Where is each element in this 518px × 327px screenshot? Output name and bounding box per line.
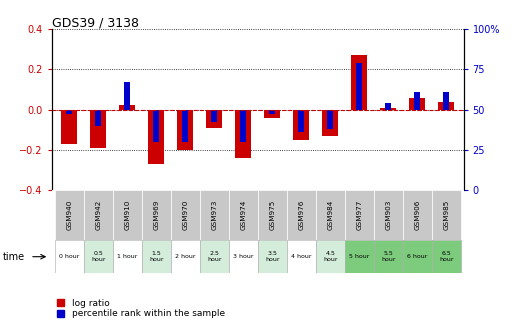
Bar	[229, 240, 258, 273]
Text: GSM910: GSM910	[124, 200, 130, 230]
Bar	[95, 110, 101, 126]
Text: GSM942: GSM942	[95, 200, 101, 230]
Text: 5.5
hour: 5.5 hour	[381, 251, 395, 262]
Text: 2 hour: 2 hour	[175, 254, 195, 259]
Text: 6.5
hour: 6.5 hour	[439, 251, 453, 262]
Bar	[286, 240, 315, 273]
Bar	[409, 97, 425, 110]
Bar	[55, 190, 84, 240]
Bar	[293, 110, 309, 140]
Bar	[119, 105, 135, 110]
Bar	[55, 240, 84, 273]
Bar	[385, 103, 391, 110]
Bar	[269, 110, 275, 114]
Bar	[61, 110, 77, 144]
Text: GSM970: GSM970	[182, 200, 188, 230]
Bar	[229, 190, 258, 240]
Bar	[171, 190, 200, 240]
Text: GSM940: GSM940	[66, 200, 72, 230]
Text: GSM974: GSM974	[240, 200, 246, 230]
Text: GSM976: GSM976	[298, 200, 304, 230]
Bar	[344, 190, 373, 240]
Bar	[171, 240, 200, 273]
Bar	[344, 240, 373, 273]
Text: time: time	[3, 252, 25, 262]
Bar	[240, 110, 246, 142]
Bar	[206, 110, 222, 128]
Text: 4 hour: 4 hour	[291, 254, 311, 259]
Text: GSM973: GSM973	[211, 200, 217, 230]
Bar	[66, 110, 72, 114]
Text: GSM975: GSM975	[269, 200, 275, 230]
Bar	[402, 240, 431, 273]
Bar	[414, 92, 420, 110]
Bar	[315, 240, 344, 273]
Bar	[258, 240, 286, 273]
Bar	[153, 110, 159, 142]
Bar	[258, 190, 286, 240]
Text: 0 hour: 0 hour	[59, 254, 79, 259]
Bar	[142, 240, 171, 273]
Text: 0.5
hour: 0.5 hour	[91, 251, 106, 262]
Bar	[200, 240, 229, 273]
Bar	[113, 240, 142, 273]
Text: 4.5
hour: 4.5 hour	[323, 251, 337, 262]
Text: 2.5
hour: 2.5 hour	[207, 251, 222, 262]
Text: 3.5
hour: 3.5 hour	[265, 251, 279, 262]
Bar	[298, 110, 304, 132]
Text: GSM985: GSM985	[443, 200, 449, 230]
Bar	[402, 190, 431, 240]
Bar	[351, 56, 367, 110]
Bar	[124, 82, 130, 110]
Text: 1 hour: 1 hour	[117, 254, 137, 259]
Bar	[373, 240, 402, 273]
Bar	[322, 110, 338, 136]
Text: 1.5
hour: 1.5 hour	[149, 251, 164, 262]
Bar	[182, 110, 188, 142]
Bar	[84, 240, 113, 273]
Bar	[177, 110, 193, 150]
Bar	[142, 190, 171, 240]
Bar	[438, 101, 454, 110]
Legend: log ratio, percentile rank within the sample: log ratio, percentile rank within the sa…	[56, 298, 226, 319]
Text: 3 hour: 3 hour	[233, 254, 253, 259]
Text: 5 hour: 5 hour	[349, 254, 369, 259]
Bar	[286, 190, 315, 240]
Text: GSM906: GSM906	[414, 200, 420, 230]
Bar	[431, 240, 461, 273]
Bar	[431, 190, 461, 240]
Bar	[200, 190, 229, 240]
Bar	[84, 190, 113, 240]
Bar	[90, 110, 106, 147]
Text: GSM984: GSM984	[327, 200, 333, 230]
Text: GSM977: GSM977	[356, 200, 362, 230]
Bar	[380, 108, 396, 110]
Bar	[327, 110, 333, 129]
Bar	[373, 190, 402, 240]
Bar	[443, 92, 449, 110]
Text: GSM903: GSM903	[385, 200, 391, 230]
Text: GSM969: GSM969	[153, 200, 159, 230]
Bar	[264, 110, 280, 118]
Bar	[148, 110, 164, 164]
Text: GDS39 / 3138: GDS39 / 3138	[52, 16, 139, 29]
Bar	[315, 190, 344, 240]
Bar	[113, 190, 142, 240]
Bar	[211, 110, 217, 122]
Bar	[356, 63, 362, 110]
Bar	[235, 110, 251, 158]
Text: 6 hour: 6 hour	[407, 254, 427, 259]
